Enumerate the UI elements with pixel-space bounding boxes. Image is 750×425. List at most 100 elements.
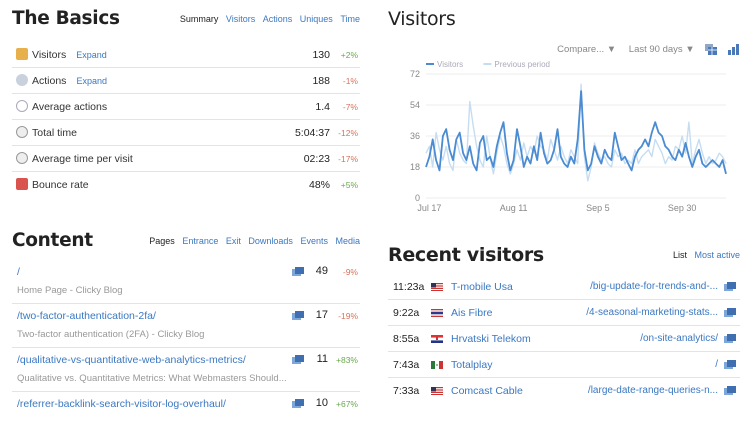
recent-visitor-row: 7:33a Comcast Cable /large-date-range-qu… [388, 378, 740, 404]
recent-visitor-row: 7:43a Totalplay / [388, 352, 740, 378]
basics-row-change: +2% [340, 50, 358, 60]
series-line-previous-period [425, 83, 727, 182]
legend-label: Previous period [494, 60, 550, 69]
clock-icon [16, 126, 28, 138]
visited-page-link[interactable]: / [715, 359, 718, 370]
visitor-session-icon[interactable] [724, 282, 736, 292]
isp-link[interactable]: Totalplay [451, 359, 493, 371]
page-change: -19% [338, 311, 358, 321]
y-tick-label: 18 [410, 162, 420, 172]
visitors-log-icon[interactable] [292, 267, 304, 277]
tab-media[interactable]: Media [335, 236, 360, 246]
basics-row-bounce-rate: Bounce rate 48% +5% [12, 172, 360, 198]
basics-panel: The Basics Summary Visitors Actions Uniq… [12, 8, 360, 191]
graph-view-icon[interactable] [728, 44, 740, 55]
content-panel: Content Pages Entrance Exit Downloads Ev… [12, 230, 360, 410]
page-subtitle: Home Page - Clicky Blog [17, 285, 123, 296]
recent-tabs: List Most active [668, 250, 740, 260]
tab-most-active[interactable]: Most active [694, 250, 740, 260]
y-tick-label: 72 [410, 69, 420, 79]
page-visits-value: 11 [316, 353, 328, 365]
tab-list[interactable]: List [672, 250, 687, 260]
basics-row-value: 48% [308, 179, 330, 191]
basics-tabs: Summary Visitors Actions Uniques Time [175, 14, 360, 24]
basics-row-value: 5:04:37 [294, 127, 330, 139]
page-change: -9% [342, 267, 358, 277]
content-row: / Home Page - Clicky Blog 49 -9% [12, 260, 360, 304]
recent-visitor-row: 11:23a T-mobile Usa /big-update-for-tren… [388, 274, 740, 300]
visited-page-link[interactable]: /large-date-range-queries-n... [587, 385, 718, 396]
isp-link[interactable]: Hrvatski Telekom [451, 333, 531, 345]
visitors-log-icon[interactable] [292, 399, 304, 409]
visit-time: 7:33a [393, 385, 420, 397]
page-visits-value: 49 [315, 265, 328, 277]
visited-page-link[interactable]: /on-site-analytics/ [640, 333, 718, 344]
hr-flag-icon [431, 335, 443, 343]
basics-row-change: +5% [340, 180, 358, 190]
tab-summary[interactable]: Summary [179, 14, 219, 24]
page-visits-value: 17 [315, 309, 328, 321]
isp-link[interactable]: Ais Fibre [451, 307, 493, 319]
tab-exit[interactable]: Exit [225, 236, 241, 246]
basics-row-value: 188 [312, 75, 330, 87]
tab-actions[interactable]: Actions [262, 14, 293, 24]
page-path-link[interactable]: /qualitative-vs-quantitative-web-analyti… [17, 354, 246, 366]
isp-link[interactable]: T-mobile Usa [451, 281, 513, 293]
basics-row-value: 02:23 [303, 153, 330, 165]
page-path-link[interactable]: /referrer-backlink-search-visitor-log-ov… [17, 398, 226, 410]
tab-events[interactable]: Events [300, 236, 328, 246]
page-subtitle: Qualitative vs. Quantitative Metrics: Wh… [17, 373, 287, 384]
tab-downloads[interactable]: Downloads [248, 236, 293, 246]
basics-row-label: Average time per visit [32, 153, 133, 165]
basics-row-change: -7% [342, 102, 358, 112]
us-flag-icon [431, 387, 443, 395]
recent-visitor-row: 9:22a Ais Fibre /4-seasonal-marketing-st… [388, 300, 740, 326]
us-flag-icon [431, 283, 443, 291]
content-row: /two-factor-authentication-2fa/ Two-fact… [12, 304, 360, 348]
visitor-session-icon[interactable] [724, 334, 736, 344]
basics-row-total-time: Total time 5:04:37 -12% [12, 120, 360, 146]
expand-visitors-link[interactable]: Expand [76, 50, 107, 60]
tab-visitors[interactable]: Visitors [225, 14, 256, 24]
basics-row-change: -12% [338, 128, 358, 138]
compare-dropdown[interactable]: Compare... ▼ [557, 44, 617, 56]
visitor-session-icon[interactable] [724, 308, 736, 318]
visit-time: 7:43a [393, 359, 420, 371]
visit-time: 11:23a [393, 281, 425, 293]
page-path-link[interactable]: / [17, 266, 20, 278]
basics-row-change: -1% [342, 76, 358, 86]
visitors-log-icon[interactable] [292, 355, 304, 365]
visitor-session-icon[interactable] [724, 360, 736, 370]
basics-row-average-actions: Average actions 1.4 -7% [12, 94, 360, 120]
basics-row-label: Total time [32, 127, 77, 139]
visitors-panel: Visitors Compare... ▼ Last 90 days ▼ Vis… [388, 8, 740, 213]
page-visits-value: 10 [315, 397, 328, 409]
isp-link[interactable]: Comcast Cable [451, 385, 523, 397]
table-view-icon[interactable] [705, 44, 718, 55]
visited-page-link[interactable]: /big-update-for-trends-and-... [590, 281, 718, 292]
visitors-line-chart: Visitors Previous period 0 18 36 54 72 Jul 17 Au… [410, 60, 727, 213]
basics-title: The Basics [12, 8, 120, 29]
basics-row-label: Actions [32, 75, 67, 87]
date-range-dropdown[interactable]: Last 90 days ▼ [628, 44, 695, 56]
content-title: Content [12, 230, 93, 251]
tab-time[interactable]: Time [340, 14, 360, 24]
tab-uniques[interactable]: Uniques [299, 14, 333, 24]
page-subtitle: Two-factor authentication (2FA) - Clicky… [17, 329, 205, 340]
tab-pages[interactable]: Pages [149, 236, 175, 246]
visit-time: 8:55a [393, 333, 420, 345]
page-path-link[interactable]: /two-factor-authentication-2fa/ [17, 310, 156, 322]
th-flag-icon [431, 309, 443, 317]
visitors-icon [16, 48, 28, 60]
visitor-session-icon[interactable] [724, 386, 736, 396]
x-tick-label: Sep 5 [586, 203, 610, 213]
visitors-log-icon[interactable] [292, 311, 304, 321]
basics-row-value: 1.4 [315, 101, 330, 113]
expand-actions-link[interactable]: Expand [76, 76, 107, 86]
y-tick-label: 0 [415, 193, 420, 203]
recent-visitor-row: 8:55a Hrvatski Telekom /on-site-analytic… [388, 326, 740, 352]
visited-page-link[interactable]: /4-seasonal-marketing-stats... [586, 307, 718, 318]
tab-entrance[interactable]: Entrance [182, 236, 219, 246]
content-row: /qualitative-vs-quantitative-web-analyti… [12, 348, 360, 392]
series-line-visitors [425, 90, 727, 175]
